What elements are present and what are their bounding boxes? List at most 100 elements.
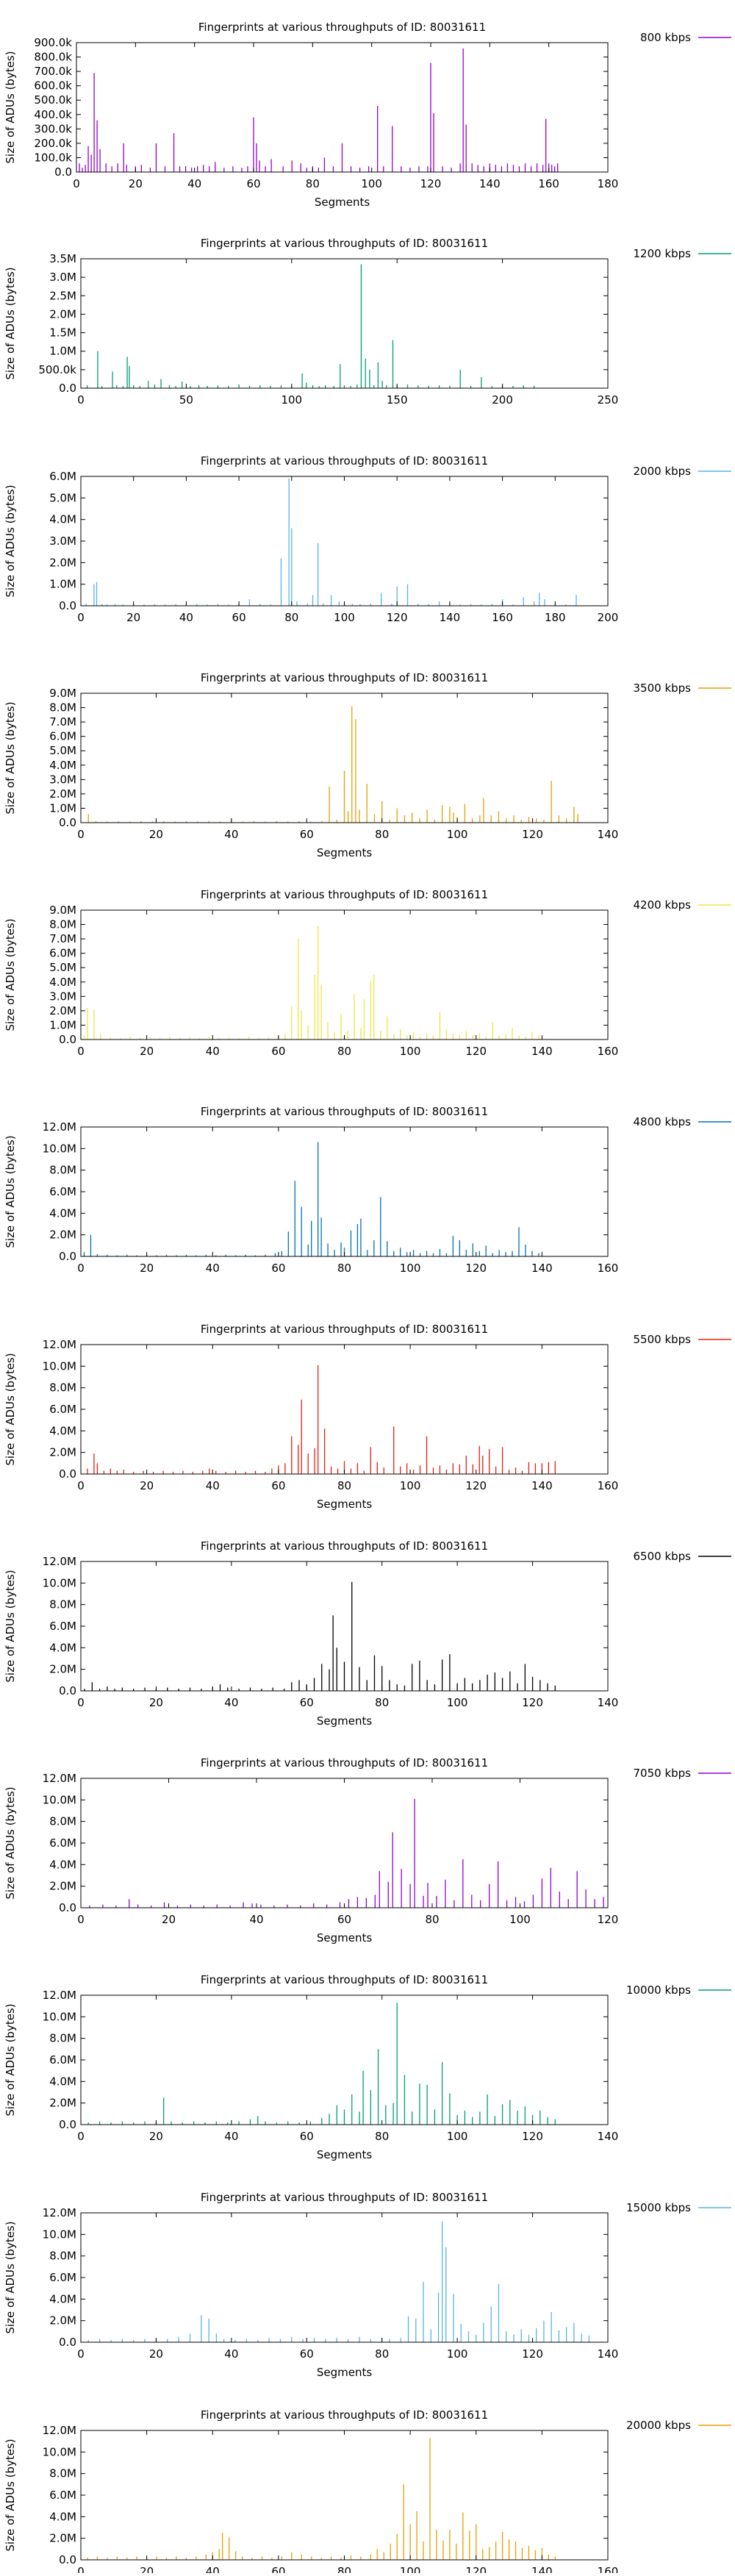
x-tick-label: 20: [140, 2565, 154, 2573]
y-tick-label: 6.0M: [49, 730, 76, 743]
bar-series: [87, 1364, 556, 1474]
legend-label: 6500 kbps: [634, 1550, 692, 1563]
chart-title: Fingerprints at various throughputs of I…: [201, 1756, 488, 1770]
legend-label: 3500 kbps: [634, 681, 692, 695]
x-tick-label: 0: [77, 2130, 85, 2143]
x-axis-label: Segments: [317, 1498, 373, 1511]
x-tick-label: 160: [598, 1479, 619, 1492]
x-tick-label: 140: [479, 177, 501, 190]
x-tick-label: 0: [77, 1479, 85, 1492]
y-tick-label: 0.0: [59, 1684, 76, 1697]
x-tick-label: 60: [271, 1479, 285, 1492]
x-tick-label: 160: [538, 177, 559, 190]
chart-title: Fingerprints at various throughputs of I…: [201, 2191, 488, 2204]
x-tick-label: 100: [447, 2347, 468, 2361]
x-tick-label: 100: [509, 1913, 531, 1926]
x-tick-label: 80: [337, 1262, 351, 1275]
legend-label: 4800 kbps: [634, 1115, 692, 1128]
x-tick-label: 40: [187, 177, 201, 190]
y-tick-label: 10.0M: [43, 2445, 76, 2458]
y-tick-label: 12.0M: [43, 1338, 76, 1351]
y-tick-label: 900.0k: [34, 36, 72, 49]
x-tick-label: 0: [77, 1913, 85, 1926]
x-tick-label: 40: [179, 611, 193, 624]
x-tick-label: 140: [598, 828, 619, 841]
legend: 3500 kbps: [634, 681, 731, 695]
bar-series: [87, 706, 578, 823]
chart-title: Fingerprints at various throughputs of I…: [201, 1973, 488, 1986]
x-tick-label: 80: [284, 611, 298, 624]
y-tick-label: 6.0M: [49, 470, 76, 483]
y-tick-label: 6.0M: [49, 1403, 76, 1416]
y-axis-label: Size of ADUs (bytes): [4, 1135, 17, 1248]
x-tick-label: 40: [224, 2347, 238, 2361]
y-tick-label: 3.0M: [49, 271, 76, 284]
legend-label: 15000 kbps: [626, 2201, 691, 2214]
x-tick-label: 60: [337, 1913, 351, 1926]
x-tick-label: 180: [545, 611, 566, 624]
x-tick-label: 140: [531, 1045, 553, 1058]
y-tick-label: 0.0: [59, 2553, 76, 2566]
chart-panel-9: Fingerprints at various throughputs of I…: [4, 1756, 731, 1944]
bar-series: [83, 926, 539, 1040]
y-tick-label: 2.0M: [49, 1446, 76, 1459]
x-tick-label: 120: [598, 1913, 619, 1926]
y-tick-label: 400.0k: [34, 108, 72, 121]
y-tick-label: 12.0M: [43, 1772, 76, 1785]
x-tick-label: 80: [375, 2130, 389, 2143]
legend: 4800 kbps: [634, 1115, 731, 1128]
y-tick-label: 3.0M: [49, 534, 76, 548]
x-tick-label: 100: [400, 1262, 421, 1275]
chart-panel-6: Fingerprints at various throughputs of I…: [4, 1105, 731, 1275]
y-tick-label: 0.0: [59, 382, 76, 395]
x-tick-label: 80: [375, 1696, 389, 1709]
y-tick-label: 10.0M: [43, 1359, 76, 1373]
y-tick-label: 1.0M: [49, 578, 76, 591]
x-axis-label: Segments: [317, 846, 373, 859]
y-tick-label: 1.5M: [49, 326, 76, 340]
chart-title: Fingerprints at various throughputs of I…: [201, 888, 488, 901]
x-tick-label: 120: [465, 1479, 487, 1492]
y-axis-label: Size of ADUs (bytes): [4, 2003, 17, 2116]
y-tick-label: 4.0M: [49, 1641, 76, 1654]
y-tick-label: 4.0M: [49, 1206, 76, 1220]
x-tick-label: 120: [465, 1045, 487, 1058]
y-tick-label: 2.0M: [49, 2314, 76, 2328]
x-tick-label: 20: [140, 1045, 154, 1058]
chart-title: Fingerprints at various throughputs of I…: [201, 454, 488, 468]
legend-label: 2000 kbps: [634, 465, 692, 478]
chart-panel-8: Fingerprints at various throughputs of I…: [4, 1539, 731, 1728]
chart-panel-2: Fingerprints at various throughputs of I…: [4, 237, 731, 407]
x-tick-label: 160: [598, 1262, 619, 1275]
y-tick-label: 4.0M: [49, 976, 76, 989]
x-tick-label: 200: [492, 393, 513, 407]
x-tick-label: 60: [271, 2565, 285, 2573]
chart-panel-12: Fingerprints at various throughputs of I…: [4, 2408, 731, 2576]
y-axis-label: Size of ADUs (bytes): [4, 918, 17, 1031]
x-tick-label: 140: [440, 611, 461, 624]
x-tick-label: 20: [162, 1913, 176, 1926]
y-tick-label: 4.0M: [49, 759, 76, 772]
x-tick-label: 60: [300, 2130, 314, 2143]
x-tick-label: 20: [140, 1479, 154, 1492]
bar-series: [83, 1142, 539, 1256]
y-tick-label: 3.5M: [49, 252, 76, 265]
chart-title: Fingerprints at various throughputs of I…: [201, 2408, 488, 2422]
x-tick-label: 250: [598, 393, 619, 407]
x-tick-label: 100: [361, 177, 382, 190]
chart-panel-5: Fingerprints at various throughputs of I…: [4, 888, 731, 1058]
x-tick-label: 0: [77, 1045, 85, 1058]
plot-frame: [80, 2212, 609, 2343]
plot-frame: [80, 1344, 609, 1475]
x-tick-label: 80: [337, 1045, 351, 1058]
y-tick-label: 4.0M: [49, 2292, 76, 2305]
y-tick-label: 1.0M: [49, 345, 76, 358]
plot-frame: [80, 1994, 609, 2125]
x-tick-label: 20: [140, 1262, 154, 1275]
y-axis-label: Size of ADUs (bytes): [4, 1353, 17, 1465]
x-tick-label: 140: [531, 2565, 553, 2573]
legend: 1200 kbps: [634, 247, 731, 260]
y-tick-label: 0.0: [59, 1467, 76, 1481]
x-tick-label: 100: [400, 1479, 421, 1492]
